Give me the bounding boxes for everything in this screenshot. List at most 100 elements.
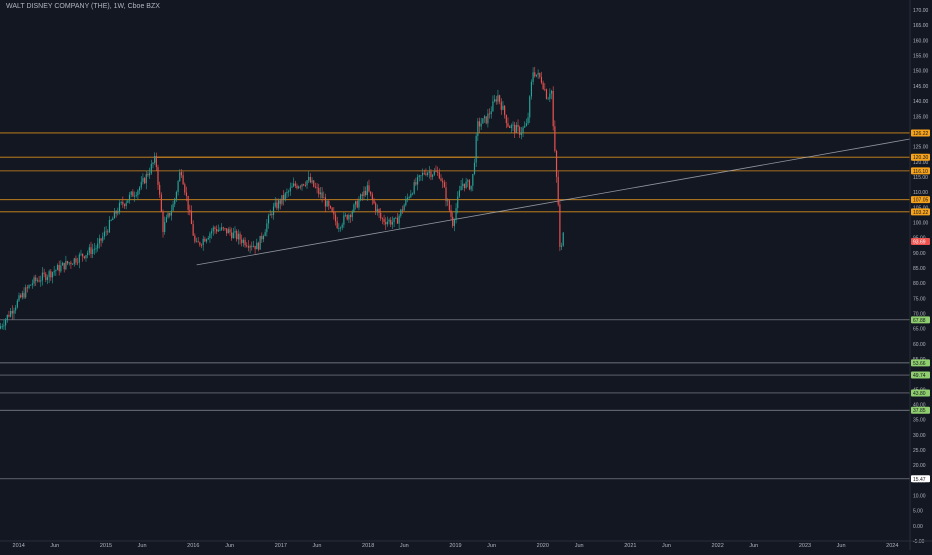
candle-body — [18, 295, 20, 301]
candle-body — [509, 126, 511, 128]
candle-body — [376, 209, 378, 212]
y-tick-label: 165.00 — [913, 23, 929, 29]
candle-body — [229, 229, 231, 233]
candle-body — [383, 219, 385, 223]
candle-body — [41, 272, 44, 281]
candle-body — [221, 227, 223, 230]
candle-body — [200, 244, 203, 246]
y-tick-label: 160.00 — [913, 38, 929, 44]
candle-body — [363, 191, 365, 196]
candle-body — [545, 89, 548, 99]
x-tick-label: 2016 — [187, 543, 199, 549]
candle-body — [314, 186, 316, 188]
candle-body — [519, 127, 521, 135]
candle-body — [480, 123, 482, 127]
candle-body — [437, 171, 439, 173]
candle-body — [107, 231, 109, 233]
candle-body — [135, 195, 137, 197]
candle-body — [462, 183, 464, 187]
candle-body — [351, 211, 353, 218]
candle-body — [547, 98, 549, 100]
candle-body — [244, 239, 246, 246]
candle-body — [539, 72, 541, 78]
candle-body — [554, 126, 556, 151]
candle-body — [137, 190, 139, 196]
support-badge-label: 49.74 — [913, 373, 926, 379]
candle-body — [256, 242, 258, 250]
candle-body — [154, 156, 156, 163]
y-tick-label: 40.00 — [913, 402, 926, 408]
candle-body — [115, 211, 117, 214]
x-tick-label: 2023 — [799, 543, 811, 549]
candle-body — [366, 185, 368, 196]
candle-body — [493, 99, 496, 102]
y-tick-label: 80.00 — [913, 281, 926, 287]
candle-body — [123, 204, 126, 206]
y-tick-label: 60.00 — [913, 342, 926, 348]
candle-body — [562, 232, 564, 246]
candle-body — [264, 232, 266, 237]
candle-body — [98, 238, 100, 244]
candle-body — [25, 287, 27, 298]
candle-body — [251, 245, 253, 247]
candle-body — [452, 216, 454, 226]
candle-body — [425, 173, 427, 175]
candle-body — [58, 265, 60, 272]
candle-body — [227, 229, 229, 234]
candle-body — [534, 72, 536, 77]
candle-body — [267, 215, 270, 224]
candle-body — [226, 228, 228, 234]
candle-body — [319, 192, 322, 195]
candle-body — [415, 182, 417, 185]
candle-body — [386, 221, 388, 225]
candle-body — [127, 200, 129, 203]
candle-body — [336, 221, 338, 229]
candle-body — [56, 265, 59, 271]
candle-body — [358, 200, 360, 208]
x-tick-label: Jun — [50, 543, 59, 549]
candle-body — [66, 261, 69, 264]
candle-body — [93, 248, 95, 250]
candle-body — [455, 208, 457, 220]
candle-body — [125, 202, 127, 206]
y-tick-label: 35.00 — [913, 418, 926, 424]
candle-body — [323, 197, 325, 199]
candle-body — [149, 173, 151, 176]
y-tick-label: 140.00 — [913, 99, 929, 105]
candle-body — [411, 193, 414, 195]
candle-body — [343, 215, 345, 225]
candle-body — [33, 277, 35, 284]
candle-body — [418, 175, 420, 178]
candle-body — [269, 214, 271, 216]
candle-body — [169, 213, 171, 216]
candle-body — [505, 114, 507, 124]
support-badge-label: 15.47 — [913, 477, 926, 483]
resistance-badge-label: 120.30 — [913, 155, 929, 161]
candle-body — [209, 233, 211, 238]
candle-body — [324, 197, 327, 207]
candle-body — [150, 163, 152, 174]
candle-body — [35, 277, 37, 281]
candle-body — [257, 242, 260, 250]
candle-body — [216, 229, 218, 232]
candle-body — [296, 185, 298, 189]
candle-body — [70, 262, 72, 265]
candle-body — [448, 200, 450, 211]
candle-body — [160, 194, 162, 212]
candle-body — [159, 184, 161, 195]
candle-body — [6, 314, 8, 320]
resistance-badge-label: 107.05 — [913, 198, 929, 204]
candle-body — [338, 228, 340, 229]
candle-body — [272, 206, 275, 216]
candle-body — [30, 284, 32, 286]
y-tick-label: 115.00 — [913, 175, 928, 181]
x-tick-label: 2021 — [624, 543, 636, 549]
candle-body — [204, 238, 206, 242]
candle-body — [82, 253, 84, 257]
candle-body — [259, 235, 261, 250]
y-tick-label: 170.00 — [913, 8, 929, 14]
candle-body — [560, 245, 563, 247]
y-tick-label: 75.00 — [913, 296, 926, 302]
candle-body — [502, 105, 504, 110]
